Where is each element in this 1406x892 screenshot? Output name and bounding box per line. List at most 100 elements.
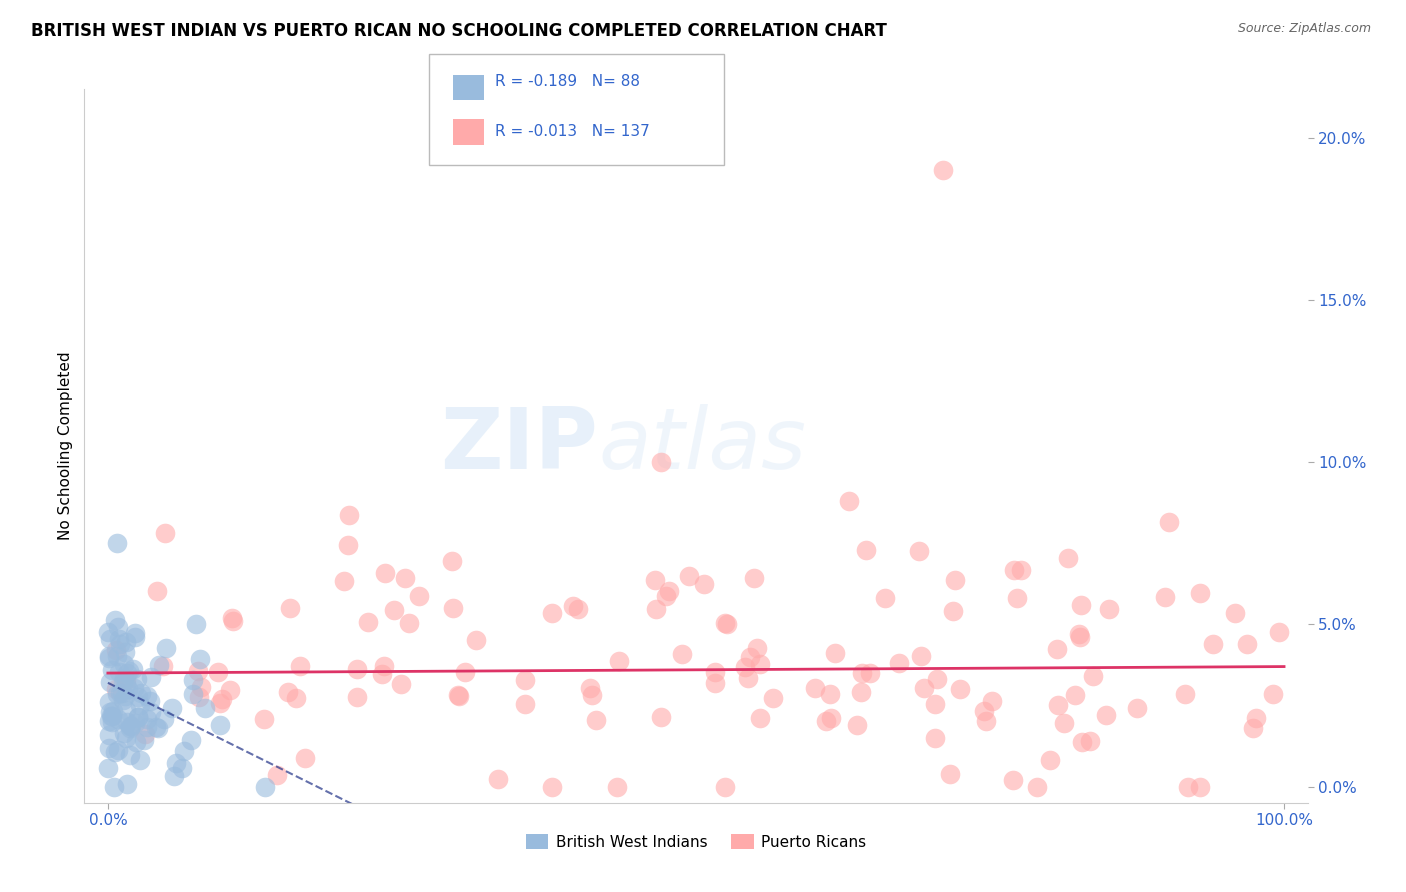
Point (190, 652, 212, 666)
Point (1047, 698, 1070, 713)
Point (101, 663, 124, 677)
Point (97, 714, 120, 728)
Point (285, 691, 308, 706)
Point (129, 686, 152, 700)
Point (155, 641, 177, 656)
Point (97, 651, 120, 665)
Point (108, 637, 131, 651)
Point (163, 769, 186, 783)
Point (824, 646, 846, 660)
Point (515, 697, 537, 711)
Point (374, 566, 396, 580)
Point (887, 657, 910, 671)
Point (98, 706, 121, 720)
Point (120, 719, 142, 733)
Point (1005, 591, 1028, 606)
Point (114, 689, 136, 703)
Point (112, 725, 135, 739)
Point (208, 696, 231, 710)
Point (606, 780, 628, 794)
Point (1039, 753, 1062, 767)
Point (1002, 772, 1025, 787)
Point (115, 704, 138, 718)
Point (190, 680, 212, 694)
Point (115, 673, 138, 687)
Point (181, 687, 204, 701)
Point (910, 649, 932, 664)
Point (124, 630, 146, 644)
Point (186, 616, 208, 631)
Point (838, 494, 860, 508)
Point (515, 673, 537, 688)
Point (859, 666, 882, 681)
Point (145, 720, 167, 734)
Point (645, 602, 668, 616)
Point (1046, 642, 1069, 657)
Point (974, 714, 997, 729)
Point (153, 712, 176, 726)
Point (124, 626, 146, 640)
Point (136, 719, 159, 733)
Point (924, 698, 946, 712)
Point (98, 728, 121, 742)
Point (389, 677, 412, 691)
Point (1070, 598, 1092, 612)
Point (357, 615, 380, 629)
Point (107, 712, 129, 726)
Text: ZIP: ZIP (440, 404, 598, 488)
Point (104, 682, 127, 697)
Point (253, 712, 276, 726)
Point (118, 747, 141, 762)
Point (104, 745, 127, 759)
Point (155, 525, 177, 540)
Point (115, 714, 138, 729)
Point (912, 681, 935, 696)
Point (1081, 669, 1104, 683)
Point (278, 601, 301, 615)
Point (855, 543, 877, 558)
Point (815, 714, 838, 729)
Point (139, 693, 162, 707)
Point (111, 686, 134, 700)
Point (644, 573, 666, 587)
Point (562, 599, 585, 614)
Point (486, 772, 509, 787)
Point (655, 589, 678, 603)
Point (749, 711, 772, 725)
Point (170, 761, 193, 775)
Point (124, 681, 146, 695)
Point (1053, 716, 1076, 731)
Point (346, 690, 368, 704)
Point (440, 554, 463, 568)
Point (657, 584, 679, 599)
Point (222, 615, 245, 629)
Point (97, 740, 120, 755)
Point (135, 712, 157, 726)
Point (579, 681, 602, 696)
Point (849, 684, 872, 698)
Y-axis label: No Schooling Completed: No Schooling Completed (58, 351, 73, 541)
Point (704, 676, 727, 690)
Point (607, 654, 630, 668)
Point (108, 665, 131, 680)
Point (127, 709, 149, 723)
Point (121, 662, 143, 676)
Text: Source: ZipAtlas.com: Source: ZipAtlas.com (1237, 22, 1371, 36)
Point (1126, 701, 1149, 715)
Point (339, 508, 361, 522)
Point (97, 625, 120, 640)
Point (447, 689, 470, 703)
Point (97, 761, 120, 775)
Point (135, 689, 157, 703)
Text: R = -0.189   N= 88: R = -0.189 N= 88 (495, 74, 640, 89)
Point (108, 686, 131, 700)
Point (218, 682, 240, 697)
Point (384, 603, 406, 617)
Point (103, 780, 125, 794)
Point (115, 676, 138, 690)
Point (104, 643, 127, 657)
Point (173, 744, 195, 758)
Point (129, 698, 152, 712)
Point (1002, 563, 1025, 577)
Point (105, 536, 128, 550)
